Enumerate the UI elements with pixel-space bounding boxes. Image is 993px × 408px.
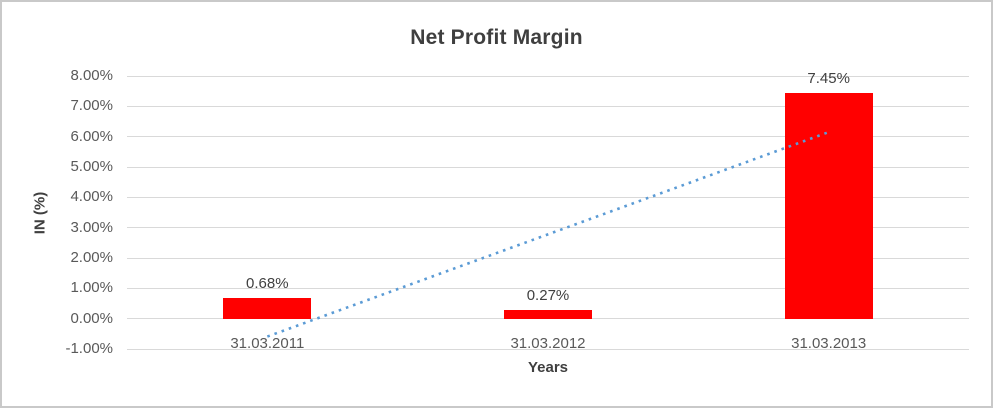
- y-tick-label: 0.00%: [70, 309, 113, 327]
- y-tick-label: 1.00%: [70, 279, 113, 297]
- y-tick-label: 5.00%: [70, 158, 113, 175]
- y-tick-label: -1.00%: [65, 340, 113, 357]
- y-tick-label: 2.00%: [70, 249, 113, 266]
- x-axis-title: Years: [527, 359, 569, 376]
- y-tick-label: 7.00%: [70, 97, 113, 115]
- gridline: [127, 75, 969, 77]
- y-tick-label: 6.00%: [70, 127, 113, 145]
- x-tick-label: 31.03.2012: [510, 335, 586, 352]
- bar-31.03.2012: [504, 310, 592, 319]
- gridline: [127, 105, 969, 107]
- data-label: 7.45%: [807, 69, 850, 87]
- y-tick-label: 3.00%: [70, 218, 113, 236]
- x-tick-label: 31.03.2011: [230, 335, 305, 352]
- gridline: [127, 348, 969, 350]
- chart-title: Net Profit Margin: [410, 26, 583, 49]
- bar-31.03.2011: [223, 298, 312, 319]
- bar-31.03.2013: [784, 92, 873, 319]
- data-label: 0.27%: [526, 287, 570, 305]
- x-tick-label: 31.03.2013: [791, 335, 867, 352]
- y-tick-label: 4.00%: [70, 188, 113, 206]
- trendline-path: [266, 130, 830, 338]
- y-tick-label: 8.00%: [70, 67, 113, 84]
- data-label: 0.68%: [246, 275, 289, 293]
